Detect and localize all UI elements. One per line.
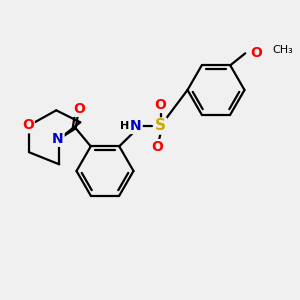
Text: CH₃: CH₃ [272,45,293,55]
Text: O: O [73,102,85,116]
Text: S: S [155,118,166,134]
Text: O: O [152,140,164,154]
Text: N: N [52,132,64,146]
Text: O: O [22,118,34,132]
Text: O: O [250,46,262,60]
Text: H: H [120,121,129,131]
Text: N: N [130,119,142,133]
Text: O: O [154,98,166,112]
